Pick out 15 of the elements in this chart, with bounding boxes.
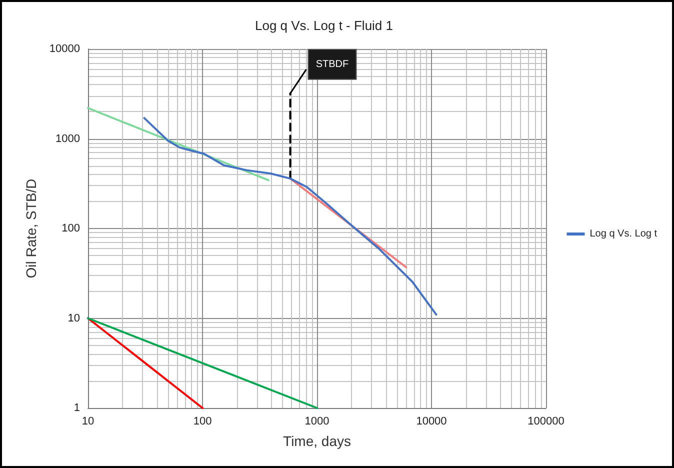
y-tick-label: 10000 bbox=[49, 43, 80, 55]
x-tick-label: 10 bbox=[82, 416, 94, 428]
chart-title: Log q Vs. Log t - Fluid 1 bbox=[254, 18, 394, 33]
y-tick-label: 10 bbox=[68, 312, 80, 324]
y-tick-label: 1000 bbox=[56, 132, 80, 145]
y-tick-label: 100 bbox=[62, 222, 80, 234]
x-tick-label: 10000 bbox=[416, 416, 447, 428]
x-axis-title: Time, days bbox=[283, 433, 351, 449]
annotation: STBDF bbox=[316, 58, 349, 70]
legend-label: Log q Vs. Log t bbox=[590, 228, 658, 240]
x-tick-label: 100 bbox=[193, 416, 212, 428]
x-tick-label: 1000 bbox=[304, 416, 330, 428]
y-axis-title: Oil Rate, STB/D bbox=[23, 178, 39, 278]
x-tick-label: 100000 bbox=[528, 416, 564, 428]
y-tick-label: 1 bbox=[74, 402, 80, 414]
